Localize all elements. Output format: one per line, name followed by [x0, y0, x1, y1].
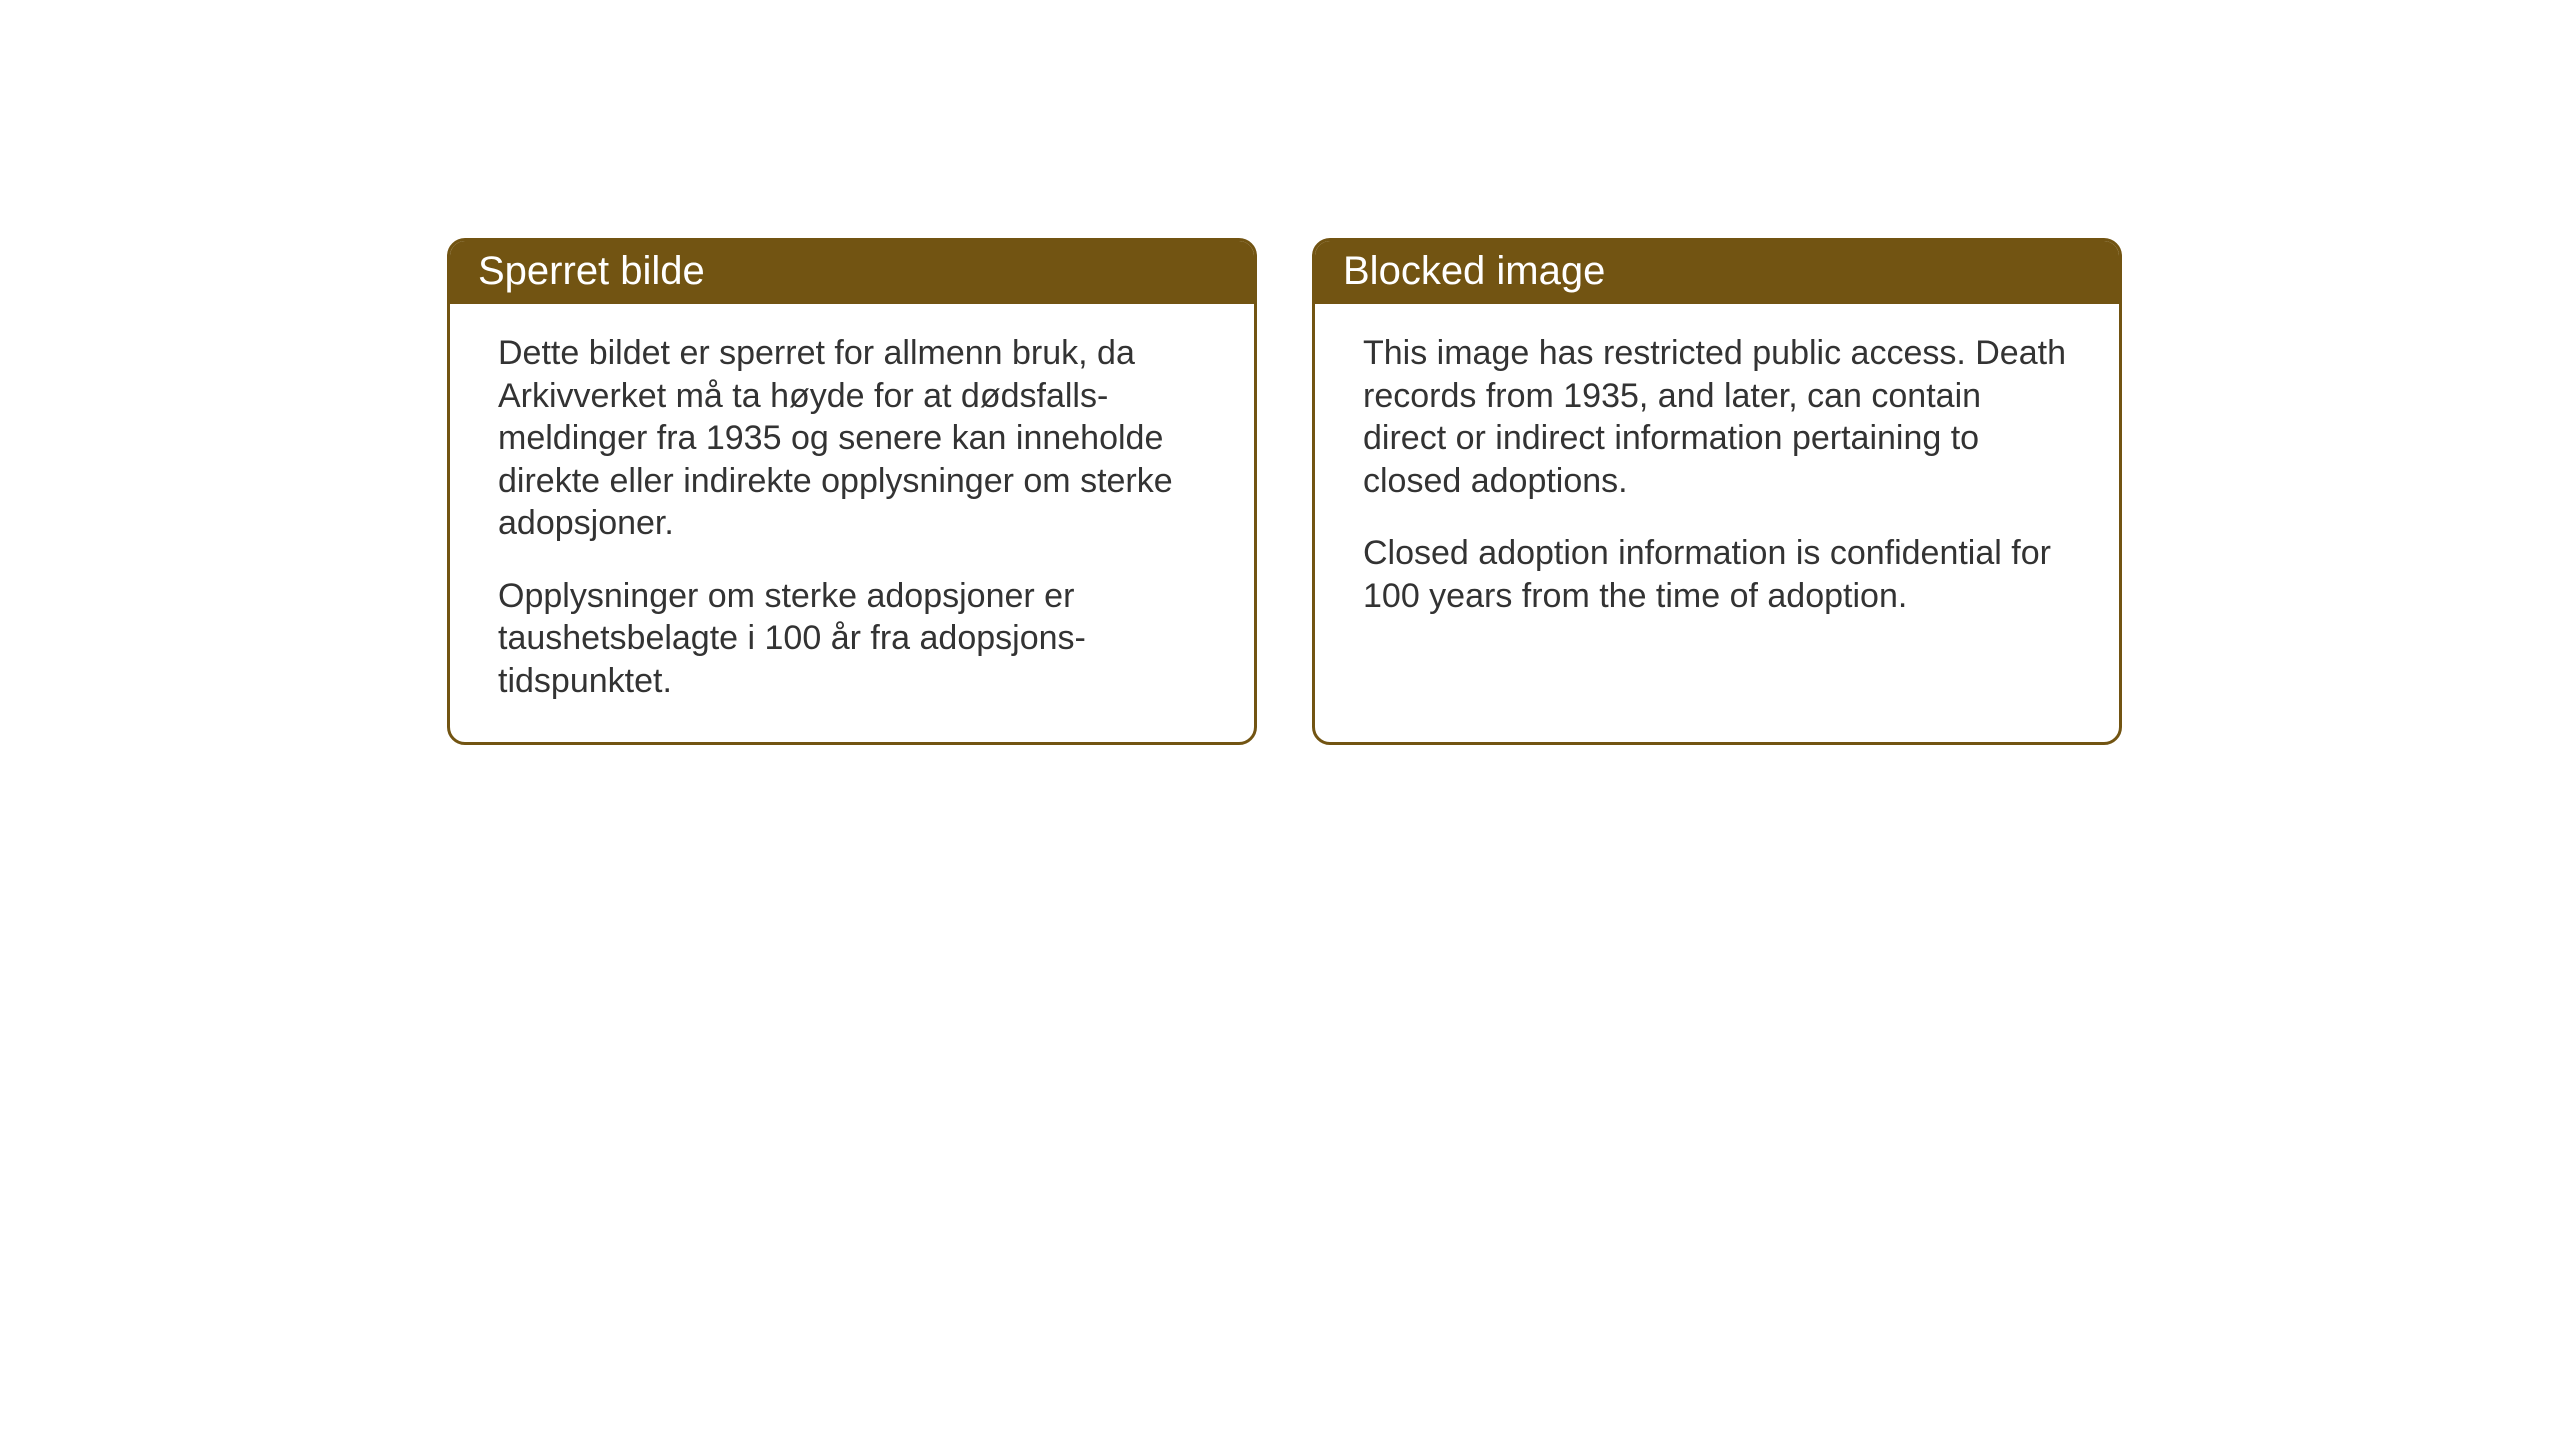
- card-norwegian-header: Sperret bilde: [450, 241, 1254, 304]
- card-norwegian-title: Sperret bilde: [478, 249, 705, 293]
- cards-container: Sperret bilde Dette bildet er sperret fo…: [447, 238, 2122, 745]
- card-english-body: This image has restricted public access.…: [1315, 304, 2119, 697]
- card-norwegian: Sperret bilde Dette bildet er sperret fo…: [447, 238, 1257, 745]
- card-english: Blocked image This image has restricted …: [1312, 238, 2122, 745]
- card-english-paragraph-1: This image has restricted public access.…: [1363, 332, 2071, 502]
- card-english-header: Blocked image: [1315, 241, 2119, 304]
- card-english-paragraph-2: Closed adoption information is confident…: [1363, 532, 2071, 617]
- card-english-title: Blocked image: [1343, 249, 1605, 293]
- card-norwegian-body: Dette bildet er sperret for allmenn bruk…: [450, 304, 1254, 742]
- card-norwegian-paragraph-2: Opplysninger om sterke adopsjoner er tau…: [498, 575, 1206, 703]
- card-norwegian-paragraph-1: Dette bildet er sperret for allmenn bruk…: [498, 332, 1206, 545]
